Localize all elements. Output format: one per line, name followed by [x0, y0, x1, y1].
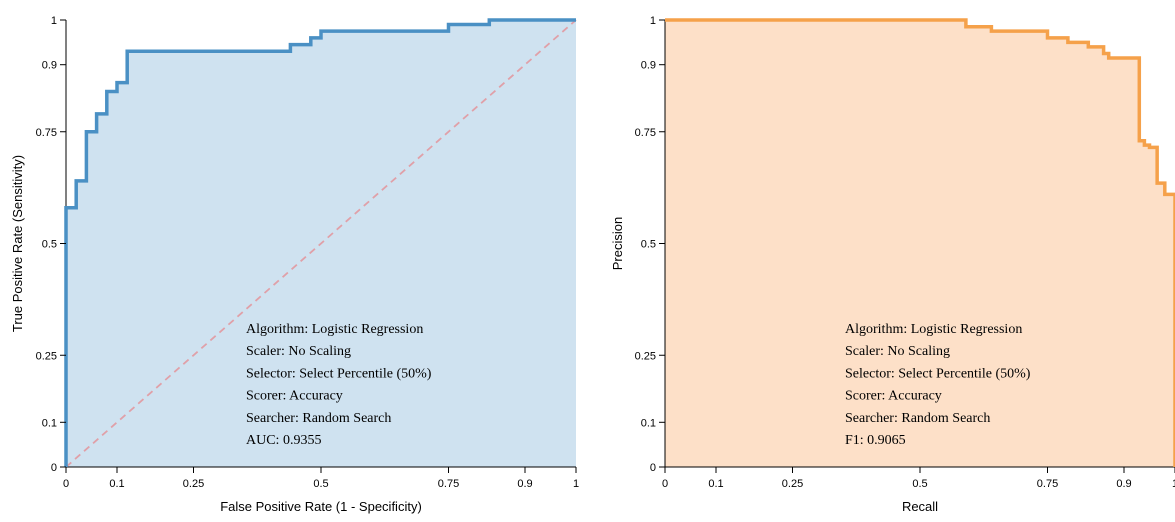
- roc-x-tick-label-0-5: 0.5: [313, 478, 328, 490]
- pr-y-tick-label-1: 1: [650, 15, 656, 27]
- pr-annotation-line: Scorer: Accuracy: [845, 389, 942, 404]
- pr-annotation-line: Searcher: Random Search: [845, 411, 990, 426]
- pr-x-tick-label-0-25: 0.25: [782, 478, 803, 490]
- pr-y-tick-label-0-1: 0.1: [641, 417, 656, 429]
- pr-curve: [665, 18, 1175, 467]
- pr-y-tick-label-0: 0: [650, 462, 656, 474]
- pr-x-tick-label-0-9: 0.9: [1116, 478, 1131, 490]
- pr-y-axis-label: Precision: [610, 217, 625, 270]
- roc-y-axis-label: True Positive Rate (Sensitivity): [10, 155, 25, 332]
- roc-annotation-line: Selector: Select Percentile (50%): [246, 366, 432, 381]
- roc-annotation-line: Scorer: Accuracy: [246, 389, 343, 404]
- roc-x-tick-label-0-75: 0.75: [438, 478, 459, 490]
- pr-annotation-line: F1: 0.9065: [845, 433, 906, 448]
- pr-x-axis-label: Recall: [902, 499, 938, 514]
- roc-y-tick-label-0-5: 0.5: [42, 239, 57, 251]
- pr-y-tick-label-0-25: 0.25: [635, 350, 656, 362]
- roc-x-tick-label-1: 1: [573, 478, 579, 490]
- pr-x-tick-label-0-75: 0.75: [1037, 478, 1058, 490]
- pr-x-tick-label-1: 1: [1172, 478, 1175, 490]
- roc-x-tick-label-0-9: 0.9: [517, 478, 532, 490]
- roc-y-tick-label-0-25: 0.25: [36, 350, 57, 362]
- pr-area-fill: [665, 20, 1175, 467]
- pr-annotation-line: Algorithm: Logistic Regression: [845, 322, 1022, 337]
- pr-annotation-line: Selector: Select Percentile (50%): [845, 366, 1031, 381]
- pr-y-tick-label-0-9: 0.9: [641, 60, 656, 72]
- roc-annotation-line: Scaler: No Scaling: [246, 344, 351, 359]
- roc-x-axis-label: False Positive Rate (1 - Specificity): [220, 499, 422, 514]
- roc-annotation-line: Searcher: Random Search: [246, 411, 391, 426]
- pr-x-tick-label-0: 0: [662, 478, 668, 490]
- pr-x-tick-label-0-5: 0.5: [912, 478, 927, 490]
- roc-curve: [64, 18, 576, 467]
- roc-y-tick-label-0-75: 0.75: [36, 127, 57, 139]
- pr-y-tick-label-0-75: 0.75: [635, 127, 656, 139]
- roc-x-tick-label-0-25: 0.25: [183, 478, 204, 490]
- roc-annotation-line: Algorithm: Logistic Regression: [246, 322, 423, 337]
- pr-y-tick-label-0-5: 0.5: [641, 239, 656, 251]
- roc-diagonal-reference-line: [65, 19, 577, 468]
- pr-chart: 0 0.1 0.25 0.5 0.75 0.9 1 0 0.1 0.25 0.5 0.75 0.9 1 Re…: [610, 15, 1175, 514]
- roc-x-tick-label-0-1: 0.1: [109, 478, 124, 490]
- pr-annotation-line: Scaler: No Scaling: [845, 344, 950, 359]
- roc-annotation-line: AUC: 0.9355: [246, 433, 321, 448]
- roc-y-tick-label-0-9: 0.9: [42, 60, 57, 72]
- roc-x-tick-label-0: 0: [63, 478, 69, 490]
- roc-chart: 0 0.1 0.25 0.5 0.75 0.9 1 0 0.1 0.25 0.5 0.75 0.9 1 Fa…: [10, 15, 579, 514]
- pr-x-tick-label-0-1: 0.1: [708, 478, 723, 490]
- roc-y-tick-label-0-1: 0.1: [42, 417, 57, 429]
- roc-y-tick-label-0: 0: [51, 462, 57, 474]
- roc-y-tick-label-1: 1: [51, 15, 57, 27]
